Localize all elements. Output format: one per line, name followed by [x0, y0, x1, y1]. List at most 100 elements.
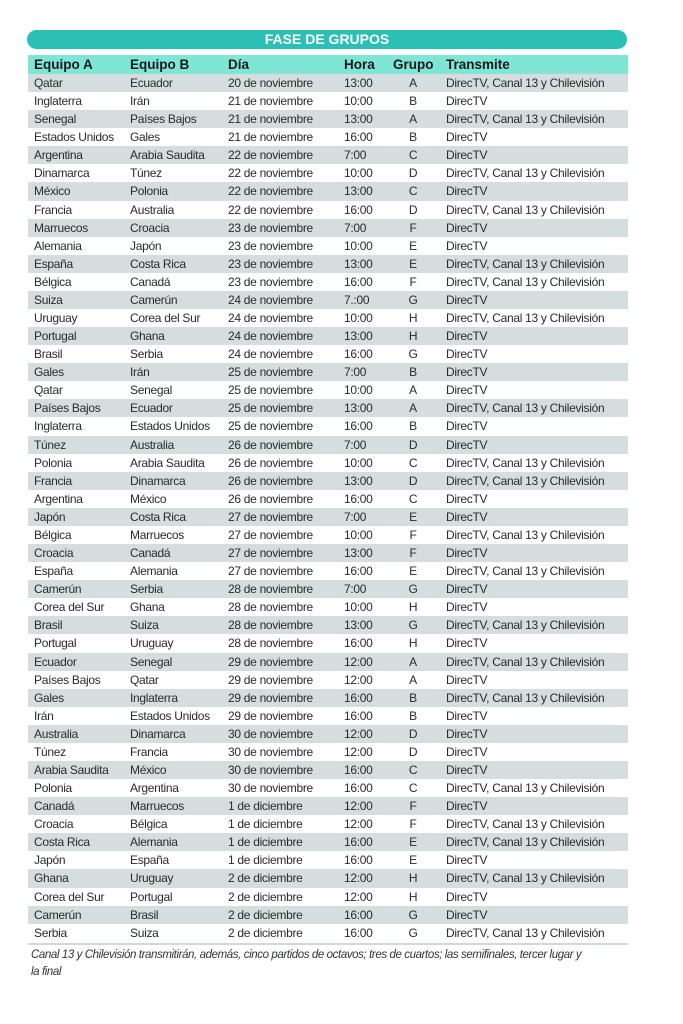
- cell-team-b: Ecuador: [130, 401, 173, 416]
- cell-time: 10:00: [344, 311, 373, 326]
- cell-time: 12:00: [344, 889, 373, 904]
- cell-time: 12:00: [344, 744, 373, 759]
- cell-group: G: [408, 347, 418, 362]
- cell-broadcaster: DirecTV, Canal 13 y Chilevisión: [446, 202, 605, 217]
- cell-time: 16:00: [344, 274, 373, 289]
- cell-team-a: Gales: [34, 365, 64, 380]
- cell-date: 30 de noviembre: [228, 744, 313, 759]
- table-row: Estados Unidos Gales 21 de noviembre 16:00 B…: [28, 128, 628, 146]
- cell-team-a: Japón: [34, 509, 66, 524]
- cell-broadcaster: DirecTV, Canal 13 y Chilevisión: [446, 527, 605, 542]
- cell-team-b: Dinamarca: [130, 473, 186, 488]
- cell-group: A: [409, 383, 417, 398]
- cell-team-b: México: [130, 491, 167, 506]
- cell-group: A: [409, 76, 417, 90]
- cell-team-a: Qatar: [34, 76, 63, 90]
- cell-team-a: Ecuador: [34, 654, 77, 669]
- cell-team-a: Túnez: [34, 744, 66, 759]
- section-title: FASE DE GRUPOS: [27, 30, 627, 49]
- cell-time: 10:00: [344, 94, 373, 109]
- table-row: Portugal Uruguay 28 de noviembre 16:00 H Dire…: [28, 634, 628, 652]
- cell-date: 25 de noviembre: [228, 419, 313, 434]
- cell-time: 13:00: [344, 401, 373, 416]
- cell-team-a: España: [34, 564, 73, 579]
- cell-team-b: Ghana: [130, 600, 165, 615]
- cell-team-a: Argentina: [34, 491, 83, 506]
- cell-team-a: Ghana: [34, 871, 69, 886]
- header-transmite: Transmite: [446, 57, 510, 72]
- table-row: Camerún Brasil 2 de diciembre 16:00 G DirecTV: [28, 905, 628, 924]
- cell-team-b: Suiza: [130, 925, 159, 940]
- cell-time: 10:00: [344, 166, 373, 181]
- cell-team-b: Croacia: [130, 220, 170, 235]
- cell-broadcaster: DirecTV: [446, 383, 488, 398]
- cell-broadcaster: DirecTV: [446, 220, 488, 235]
- table-row: Francia Australia 22 de noviembre 16:00 D Dir…: [28, 201, 628, 219]
- cell-team-b: Corea del Sur: [130, 311, 201, 326]
- cell-team-b: Alemania: [130, 835, 178, 850]
- cell-team-b: Polonia: [130, 184, 168, 199]
- cell-broadcaster: DirecTV, Canal 13 y Chilevisión: [446, 781, 605, 796]
- table-row: Japón España 1 de diciembre 16:00 E DirecTV: [28, 851, 628, 869]
- cell-broadcaster: DirecTV, Canal 13 y Chilevisión: [446, 690, 605, 705]
- cell-team-b: Gales: [130, 130, 160, 145]
- cell-team-a: Inglaterra: [34, 419, 82, 434]
- cell-team-a: Irán: [34, 708, 54, 723]
- cell-broadcaster: DirecTV, Canal 13 y Chilevisión: [446, 618, 605, 633]
- table-row: Gales Inglaterra 29 de noviembre 16:00 B Dire…: [28, 688, 628, 707]
- cell-time: 16:00: [344, 853, 373, 868]
- cell-group: G: [408, 907, 418, 922]
- table-row: España Alemania 27 de noviembre 16:00 E Direc…: [28, 562, 628, 580]
- cell-team-a: Túnez: [34, 437, 66, 452]
- cell-date: 29 de noviembre: [228, 654, 313, 669]
- cell-group: G: [408, 925, 418, 940]
- cell-date: 26 de noviembre: [228, 491, 313, 506]
- cell-team-a: Corea del Sur: [34, 600, 105, 615]
- cell-time: 13:00: [344, 618, 373, 633]
- table-row: Australia Dinamarca 30 de noviembre 12:00 D D…: [28, 724, 628, 743]
- cell-team-a: Brasil: [34, 347, 63, 362]
- cell-time: 13:00: [344, 184, 373, 199]
- cell-date: 25 de noviembre: [228, 401, 313, 416]
- cell-team-b: Australia: [130, 437, 174, 452]
- cell-broadcaster: DirecTV, Canal 13 y Chilevisión: [446, 564, 605, 579]
- cell-group: E: [409, 238, 417, 253]
- cell-group: C: [408, 455, 418, 470]
- cell-date: 1 de diciembre: [228, 799, 303, 814]
- cell-team-b: Senegal: [130, 383, 172, 398]
- cell-date: 28 de noviembre: [228, 600, 313, 615]
- cell-broadcaster: DirecTV: [446, 292, 488, 307]
- cell-time: 10:00: [344, 455, 373, 470]
- cell-group: C: [408, 762, 418, 777]
- cell-date: 22 de noviembre: [228, 202, 313, 217]
- cell-group: C: [408, 184, 418, 199]
- cell-time: 16:00: [344, 835, 373, 850]
- cell-team-b: Serbia: [130, 347, 163, 362]
- cell-team-a: Alemania: [34, 238, 82, 253]
- cell-team-a: Francia: [34, 202, 72, 217]
- table-row: Croacia Bélgica 1 de diciembre 12:00 F DirecT…: [28, 815, 628, 833]
- cell-team-b: Países Bajos: [130, 112, 197, 127]
- cell-team-b: Irán: [130, 94, 150, 109]
- cell-group: D: [408, 437, 418, 452]
- cell-broadcaster: DirecTV: [446, 491, 488, 506]
- cell-broadcaster: DirecTV, Canal 13 y Chilevisión: [446, 817, 605, 832]
- cell-date: 23 de noviembre: [228, 256, 313, 271]
- cell-team-a: Portugal: [34, 329, 77, 344]
- cell-group: E: [409, 509, 417, 524]
- cell-time: 16:00: [344, 202, 373, 217]
- cell-team-b: Ecuador: [130, 76, 173, 90]
- cell-date: 29 de noviembre: [228, 672, 313, 687]
- cell-time: 16:00: [344, 690, 373, 705]
- cell-group: H: [408, 311, 418, 326]
- cell-time: 7:00: [344, 582, 367, 597]
- cell-group: B: [409, 130, 417, 145]
- table-row: Arabia Saudita México 30 de noviembre 16:00…: [28, 760, 628, 780]
- cell-team-a: Gales: [34, 690, 64, 705]
- cell-team-b: Bélgica: [130, 817, 168, 832]
- cell-team-a: Inglaterra: [34, 94, 82, 109]
- cell-broadcaster: DirecTV, Canal 13 y Chilevisión: [446, 166, 605, 181]
- cell-time: 12:00: [344, 871, 373, 886]
- table-row: Qatar Ecuador 20 de noviembre 13:00 A DirecTV…: [28, 74, 628, 93]
- table-row: Camerún Serbia 28 de noviembre 7:00 G DirecTV: [28, 580, 628, 599]
